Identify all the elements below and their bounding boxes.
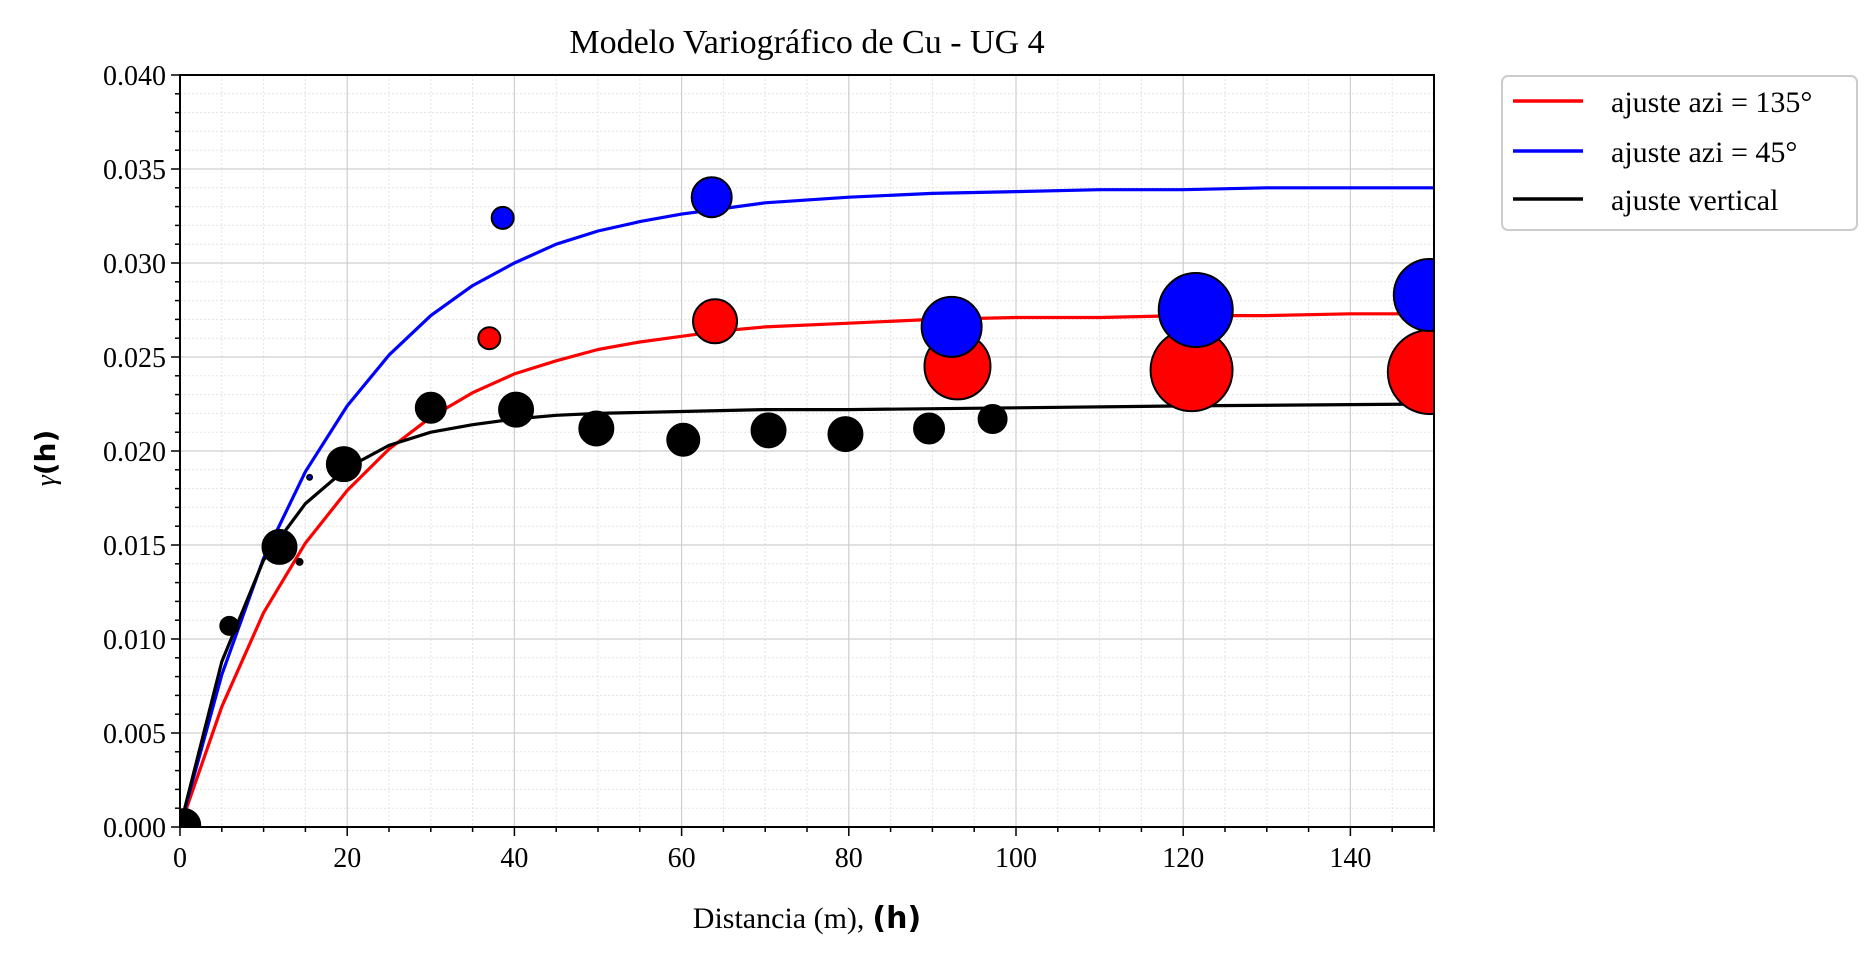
data-point	[578, 410, 615, 447]
legend-label-45: ajuste azi = 45°	[1611, 136, 1797, 169]
legend-label-vertical: ajuste vertical	[1611, 184, 1778, 217]
x-tick-label: 80	[835, 843, 863, 874]
data-point	[306, 473, 314, 481]
data-point	[261, 528, 298, 565]
data-point	[325, 446, 362, 483]
data-point	[295, 557, 304, 566]
data-point	[490, 205, 515, 230]
data-point	[498, 391, 535, 428]
legend: ajuste azi = 135° ajuste azi = 45° ajust…	[1501, 75, 1858, 231]
x-tick-label: 100	[995, 843, 1037, 874]
data-point	[692, 298, 739, 345]
y-tick-label: 0.040	[103, 61, 166, 92]
legend-label-135: ajuste azi = 135°	[1611, 86, 1812, 119]
y-tick-label: 0.030	[103, 249, 166, 280]
x-axis: 0 20 40 60 80 100 120 140	[173, 827, 1435, 874]
y-tick-label: 0.035	[103, 155, 166, 186]
data-point	[666, 422, 701, 457]
x-axis-label: Distancia (m), (h)	[693, 901, 921, 936]
x-tick-label: 20	[333, 843, 361, 874]
chart-title: Modelo Variográfico de Cu - UG 4	[569, 24, 1044, 61]
x-tick-label: 140	[1329, 843, 1371, 874]
y-tick-label: 0.020	[103, 437, 166, 468]
y-tick-label: 0.010	[103, 625, 166, 656]
experimental-points	[180, 176, 1434, 827]
data-point	[827, 416, 864, 453]
data-point	[690, 176, 733, 219]
y-tick-label: 0.015	[103, 531, 166, 562]
data-point	[1157, 272, 1234, 348]
data-point	[913, 412, 946, 445]
data-point	[1392, 257, 1434, 332]
x-tick-label: 60	[668, 843, 696, 874]
x-tick-label: 40	[500, 843, 528, 874]
x-tick-label: 120	[1162, 843, 1204, 874]
data-point	[977, 404, 1008, 435]
legend-box	[1501, 75, 1858, 231]
data-point	[750, 412, 787, 449]
y-axis-label: γ(h)	[29, 430, 62, 487]
data-point	[219, 615, 240, 636]
y-axis: 0.000 0.005 0.010 0.015 0.020 0.025 0.030 0.035…	[103, 61, 180, 844]
model-line-0	[180, 312, 1434, 827]
y-tick-label: 0.025	[103, 343, 166, 374]
x-tick-label: 0	[173, 843, 187, 874]
data-point	[414, 391, 447, 424]
data-point	[920, 295, 983, 358]
data-point	[477, 326, 502, 351]
y-tick-label: 0.000	[103, 813, 166, 844]
data-point	[180, 808, 202, 827]
model-line-1	[180, 186, 1434, 827]
y-tick-label: 0.005	[103, 719, 166, 750]
